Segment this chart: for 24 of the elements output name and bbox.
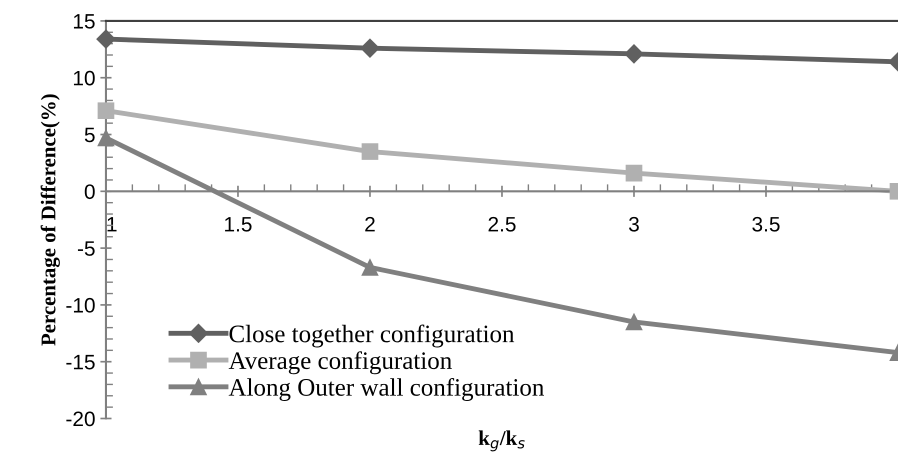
x-tick-label: 2 [365,216,375,232]
point [362,259,378,276]
x-tick-label: 2.5 [488,216,516,232]
x-tick-label: 1.5 [225,217,252,232]
legend-label: Along Outer wall configuration [228,378,544,401]
y-tick-label: -15 [66,354,95,370]
point [98,130,114,146]
y-tick-label: 15 [74,14,95,29]
y-tick-label: -20 [66,412,95,426]
x-tick-label: 3 [628,216,639,232]
x-tick-label: 3.5 [752,216,780,232]
legend-label: Close together configuration [230,324,514,348]
point [98,102,114,119]
point [96,30,116,49]
y-tick-label: -10 [66,298,95,313]
y-tick-label: 5 [84,128,95,142]
y-tick-label: 0 [84,184,95,200]
y-tick-label: 10 [74,70,95,86]
legend-label: Average configuration [228,351,452,374]
point [362,143,378,160]
x-axis-title: k$_{g}$/k$_{s}$ [478,430,525,452]
y-tick-label: -5 [78,241,95,256]
x-tick-label: 1 [108,217,117,232]
y-axis-title: Percentage of Difference(%) [40,94,60,346]
